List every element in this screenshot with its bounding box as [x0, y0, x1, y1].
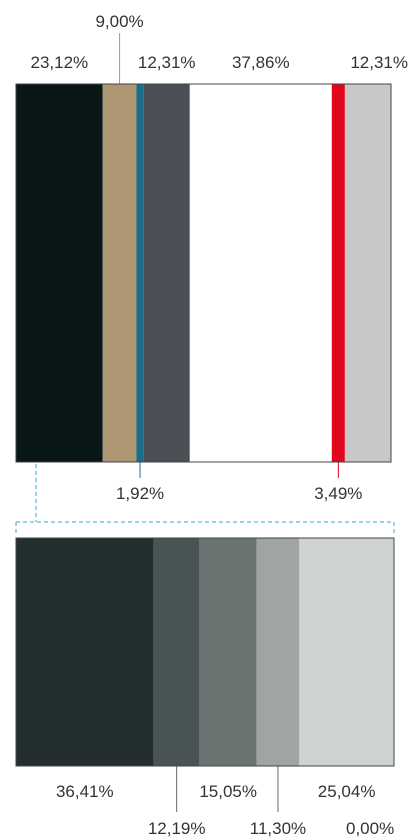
breakdown-connector	[15, 464, 395, 536]
top-bar-segment	[143, 84, 190, 462]
top-segment-label: 37,86%	[232, 53, 290, 72]
bottom-bar-segment	[256, 538, 300, 766]
bottom-bar-segment	[299, 538, 394, 766]
top-bar-segment	[102, 84, 137, 462]
bottom-bar-segment	[153, 538, 200, 766]
top-segment-label: 1,92%	[116, 484, 164, 503]
top-segment-label: 12,31%	[350, 53, 408, 72]
bottom-segment-label: 12,19%	[148, 819, 206, 838]
top-bar-frame	[15, 83, 392, 463]
top-segment-label: 3,49%	[314, 484, 362, 503]
top-bar-segment	[344, 84, 392, 462]
bottom-bar-frame	[15, 537, 395, 767]
bottom-segment-label: 25,04%	[318, 782, 376, 801]
top-bar-segment	[136, 84, 144, 462]
top-segment-label: 23,12%	[31, 53, 89, 72]
top-segment-label: 12,31%	[138, 53, 196, 72]
top-bar-segment	[189, 84, 332, 462]
bottom-segment-label: 0,00%	[346, 819, 394, 838]
bottom-bar-segment	[199, 538, 257, 766]
bottom-segment-label: 15,05%	[199, 782, 257, 801]
top-stacked-bar-chart: 23,12% 9,00% 1,92% 12,31% 37,86% 3,49% 12,31%	[15, 12, 408, 503]
top-bar-segment	[331, 84, 345, 462]
bottom-segment-label: 36,41%	[56, 782, 114, 801]
top-bar-segment	[16, 84, 103, 462]
bottom-stacked-bar-chart: 36,41% 12,19% 15,05% 11,30% 25,04% 0,00%	[15, 537, 395, 838]
top-segment-label: 9,00%	[95, 12, 143, 31]
bottom-bar-segment	[16, 538, 154, 766]
bottom-segment-label: 11,30%	[250, 819, 306, 838]
